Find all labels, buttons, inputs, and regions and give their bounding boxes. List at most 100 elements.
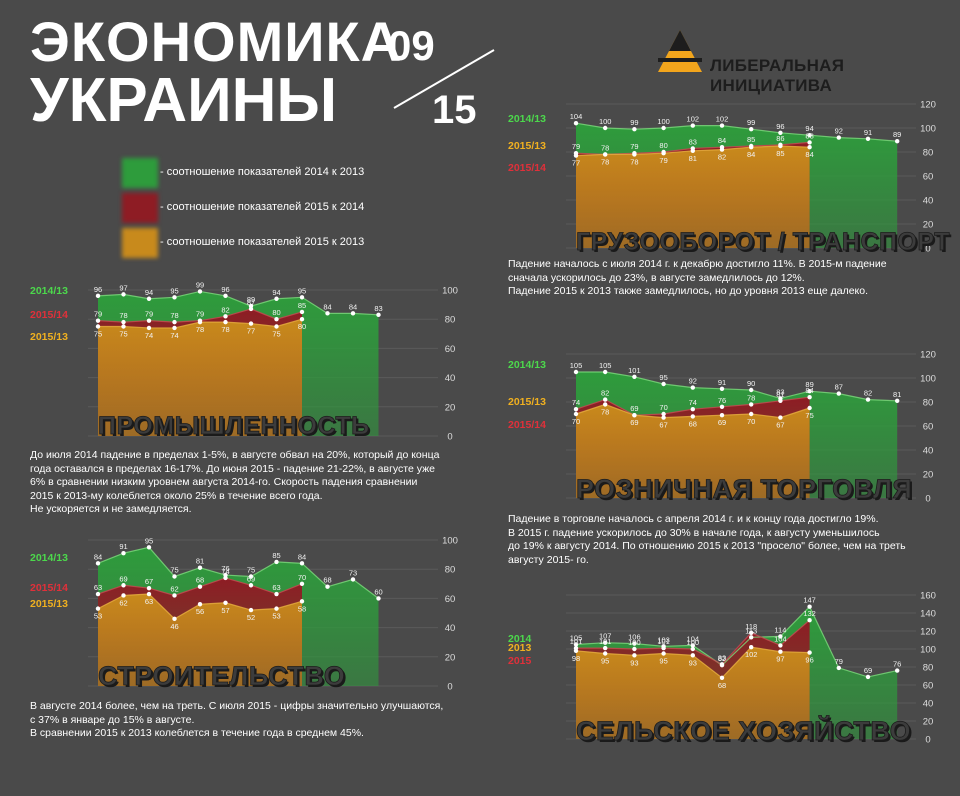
data-label: 75	[805, 411, 813, 420]
data-label: 76	[718, 396, 726, 405]
desc-line: 6% в сравнении низким уровнем августа 20…	[30, 476, 418, 488]
data-point	[146, 585, 152, 591]
data-label: 67	[776, 421, 784, 430]
data-label: 106	[628, 633, 641, 642]
construction-description: В августе 2014 более, чем на треть. С ию…	[30, 700, 443, 741]
data-label: 93	[630, 658, 638, 667]
data-label: 97	[119, 283, 127, 292]
data-point	[603, 651, 608, 656]
data-label: 53	[94, 612, 102, 621]
data-point	[121, 550, 126, 556]
data-label: 63	[145, 597, 153, 606]
data-point	[172, 574, 177, 579]
data-point	[895, 139, 900, 144]
data-point	[661, 651, 666, 656]
data-point	[807, 395, 812, 400]
desc-line: В сравнении 2015 к 2013 колеблется в теч…	[30, 727, 364, 739]
data-point	[376, 596, 381, 601]
data-label: 56	[196, 607, 204, 616]
series-line	[576, 371, 898, 402]
year-end: 15	[432, 88, 477, 132]
data-label: 94	[145, 288, 153, 297]
data-point	[778, 634, 783, 639]
data-point	[197, 565, 203, 570]
data-point	[719, 386, 725, 391]
chart-title-shadow: ПРОМЫШЛЕННОСТЬ	[100, 414, 372, 442]
data-point	[172, 295, 177, 300]
data-point	[274, 591, 279, 597]
series-name-label: 2014	[508, 633, 532, 645]
data-label: 76	[893, 660, 901, 669]
series-area-2015-13	[576, 146, 810, 248]
series-name-label: 2015/14	[30, 582, 68, 594]
data-label: 107	[599, 632, 612, 641]
series-area-2015-13	[576, 404, 810, 498]
y-tick-label: 100	[920, 645, 936, 656]
data-point	[121, 583, 126, 588]
data-point	[121, 593, 126, 598]
data-label: 105	[570, 361, 583, 370]
data-label: 81	[893, 390, 901, 399]
data-label: 90	[747, 379, 755, 388]
legend-swatch-green	[122, 158, 158, 188]
data-label: 70	[747, 417, 755, 426]
data-point	[299, 561, 305, 566]
data-point	[719, 404, 725, 409]
data-label: 70	[298, 573, 306, 582]
data-label: 75	[170, 566, 178, 575]
data-label: 79	[94, 310, 102, 319]
data-point	[121, 324, 126, 329]
data-point	[197, 584, 203, 589]
desc-line: В 2015 г. падение ускорилось до 30% в на…	[508, 526, 880, 539]
data-label: 62	[119, 598, 127, 607]
y-tick-label: 40	[923, 446, 934, 457]
data-label: 99	[747, 118, 755, 127]
data-point	[778, 643, 783, 648]
data-point	[749, 145, 754, 150]
data-point	[274, 296, 279, 301]
chart-title-shadow: РОЗНИЧНАЯ ТОРГОВЛЯ	[578, 476, 914, 506]
data-label: 92	[835, 127, 843, 136]
data-point	[807, 145, 812, 150]
page-title-line2: УКРАИНЫ	[30, 66, 338, 135]
data-point	[274, 606, 279, 611]
data-label: 89	[805, 380, 813, 389]
transport-description: Падение началось с июля 2014 г. к декабр…	[508, 258, 887, 299]
data-point	[807, 133, 812, 138]
data-point	[121, 319, 126, 325]
legend-label: - соотношение показателей 2014 к 2013	[160, 166, 365, 178]
series-name-label: 2013	[508, 642, 532, 654]
data-label: 69	[630, 418, 638, 427]
desc-line: До июля 2014 падение в пределах 1-5%, в …	[30, 449, 440, 461]
y-tick-label: 40	[445, 373, 456, 384]
data-label: 69	[630, 404, 638, 413]
data-point	[632, 127, 637, 132]
chart-title: ГРУЗООБОРОТ / ТРАНСПОРТ	[576, 228, 950, 256]
y-tick-label: 0	[925, 244, 930, 255]
data-label: 98	[572, 654, 580, 663]
data-point	[350, 577, 356, 582]
data-label: 79	[196, 310, 204, 319]
data-label: 84	[298, 552, 306, 561]
data-label: 118	[745, 622, 757, 631]
data-label: 73	[349, 568, 357, 577]
data-label: 80	[298, 322, 306, 331]
data-label: 84	[805, 386, 813, 395]
data-point	[719, 413, 725, 418]
data-label: 95	[170, 286, 178, 295]
data-point	[690, 646, 695, 652]
data-label: 100	[599, 117, 612, 126]
data-point	[95, 591, 101, 597]
data-point	[95, 318, 101, 323]
legend-label: - соотношение показателей 2015 к 2013	[160, 236, 365, 248]
data-label: 100	[657, 117, 670, 126]
data-point	[778, 130, 783, 135]
y-tick-label: 80	[923, 663, 934, 674]
data-point	[325, 584, 330, 589]
data-label: 96	[805, 656, 813, 665]
data-point	[172, 616, 177, 622]
data-label: 92	[689, 377, 697, 386]
data-label: 85	[747, 135, 755, 144]
data-label: 87	[247, 298, 255, 307]
